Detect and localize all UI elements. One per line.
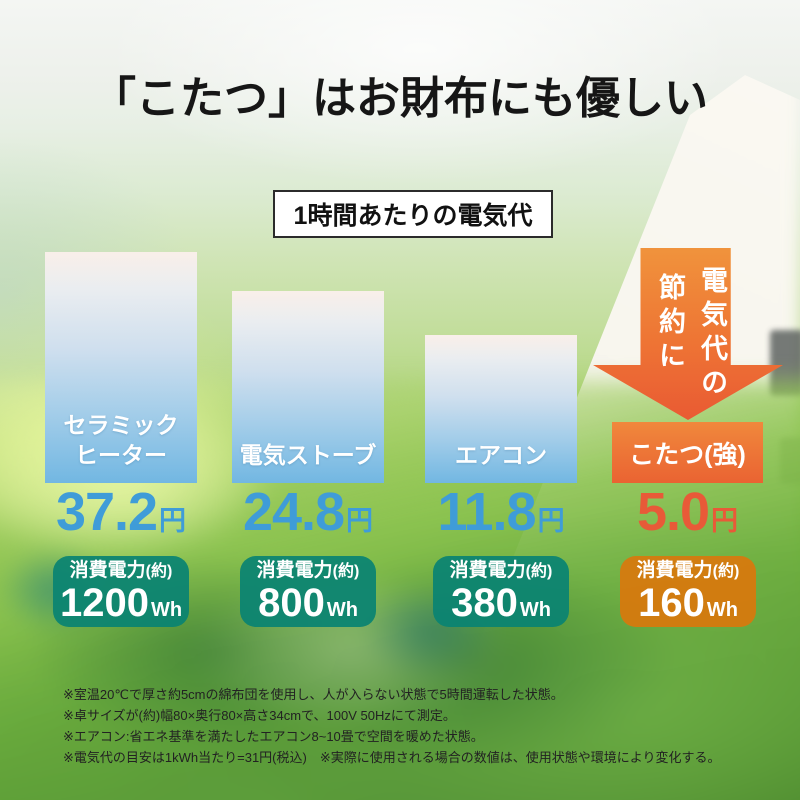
bar-label-aircon: エアコン [455,441,547,483]
power-value: 800 [258,581,325,626]
bar-label-text: エアコン [455,442,547,469]
price-unit: 円 [537,506,565,536]
power-badge-aircon: 消費電力(約) 380 Wh [433,556,569,627]
power-label-approx: (約) [145,562,173,580]
bar-aircon: エアコン [425,335,577,483]
power-value: 1200 [59,581,149,626]
power-label-approx: (約) [332,562,360,580]
power-badge-electric-stove: 消費電力(約) 800 Wh [240,556,376,627]
power-unit: Wh [706,599,738,622]
page-title: 「こたつ」はお財布にも優しい [92,74,708,123]
power-label-approx: (約) [525,562,553,580]
price-value: 11.8 [437,482,536,542]
power-value: 160 [638,581,705,626]
kotatsu-label-text: こたつ(強) [629,440,746,469]
price-electric-stove: 24.8円 [232,484,384,541]
power-badge-kotatsu: 消費電力(約) 160 Wh [620,556,756,627]
arrow-text-col-right: 電気代の [697,266,727,402]
power-badge-value: 160 Wh [620,583,756,623]
power-label-approx: (約) [712,562,740,580]
subtitle-text: 1時間あたりの電気代 [293,202,533,230]
subtitle-box: 1時間あたりの電気代 [273,190,553,238]
price-aircon: 11.8円 [425,484,577,541]
power-label-text: 消費電力 [449,559,526,581]
power-label-text: 消費電力 [636,559,713,581]
power-label-text: 消費電力 [256,559,333,581]
footnotes: ※室温20℃で厚さ約5cmの綿布団を使用し、人が入らない状態で5時間運転した状態… [63,684,780,768]
power-badge-value: 800 Wh [240,583,376,623]
bar-label-line2: ヒーター [75,442,167,469]
bar-label-text: 電気ストーブ [239,442,377,469]
bar-label-line1: セラミック [63,412,179,439]
price-kotatsu: 5.0円 [612,484,763,541]
savings-arrow-text: 電気代の 節約に [649,266,733,402]
footnote-3: ※エアコン:省エネ基準を満たしたエアコン8~10畳で空間を暖めた状態。 [63,729,484,745]
power-badge-label: 消費電力(約) [240,560,376,582]
arrow-text-col-left: 節約に [655,273,685,375]
price-unit: 円 [346,506,374,536]
power-unit: Wh [150,599,183,622]
price-value: 37.2 [55,482,158,542]
power-badge-ceramic-heater: 消費電力(約) 1200 Wh [53,556,189,627]
savings-arrow: 電気代の 節約に [593,248,783,420]
price-unit: 円 [159,506,187,536]
power-badge-label: 消費電力(約) [620,560,756,582]
kotatsu-label-box: こたつ(強) [612,422,763,483]
power-badge-value: 380 Wh [433,583,569,623]
power-value: 380 [451,581,518,626]
power-unit: Wh [519,599,551,622]
footnote-1: ※室温20℃で厚さ約5cmの綿布団を使用し、人が入らない状態で5時間運転した状態… [63,687,564,702]
footnote-4: ※電気代の目安は1kWh当たり=31円(税込) ※実際に使用される場合の数値は、… [63,750,721,766]
bar-electric-stove: 電気ストーブ [232,291,384,483]
power-label-text: 消費電力 [69,559,146,581]
power-badge-value: 1200 Wh [53,583,189,623]
bar-ceramic-heater: セラミック ヒーター [45,252,197,483]
price-ceramic-heater: 37.2円 [45,484,197,541]
power-badge-label: 消費電力(約) [53,560,189,582]
bar-label-ceramic-heater: セラミック ヒーター [64,411,179,483]
price-value: 24.8 [242,482,345,542]
power-unit: Wh [326,599,358,622]
price-value: 5.0 [636,482,710,542]
bar-label-electric-stove: 電気ストーブ [240,441,377,483]
footnote-2: ※卓サイズが(約)幅80×奥行80×高さ34cmで、100V 50Hzにて測定。 [63,708,456,724]
price-unit: 円 [711,506,739,536]
power-badge-label: 消費電力(約) [433,560,569,582]
